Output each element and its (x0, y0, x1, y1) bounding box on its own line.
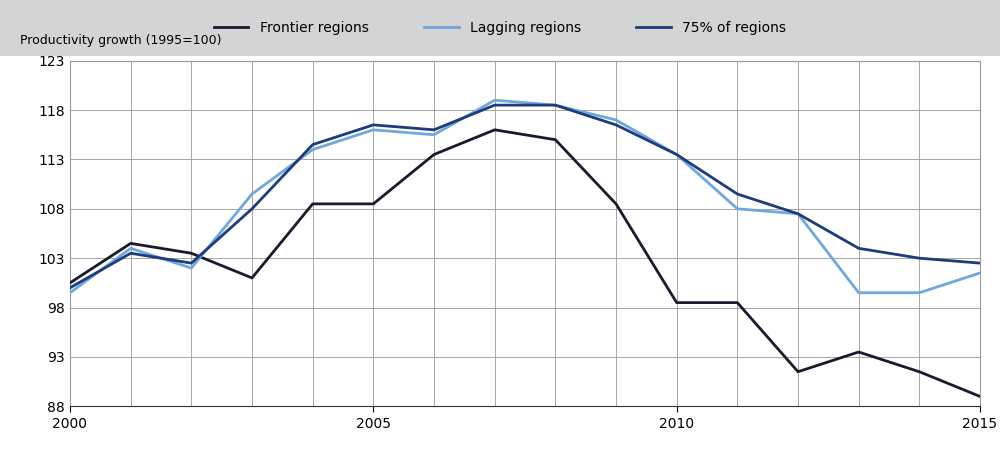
Text: Productivity growth (1995=100): Productivity growth (1995=100) (20, 34, 221, 47)
Legend: Frontier regions, Lagging regions, 75% of regions: Frontier regions, Lagging regions, 75% o… (208, 15, 792, 41)
